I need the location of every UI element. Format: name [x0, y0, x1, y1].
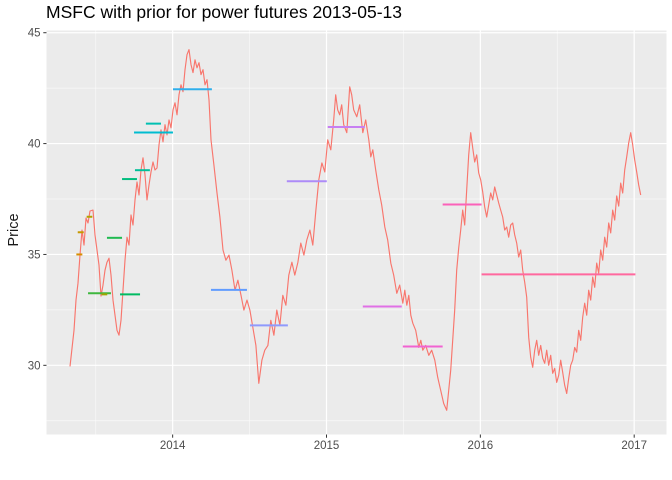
price-line	[69, 49, 642, 411]
x-tick-label: 2016	[468, 440, 494, 452]
y-tick-label: 45	[28, 28, 41, 40]
y-tick-label: 35	[28, 249, 41, 261]
y-tick-label: 40	[28, 139, 41, 151]
x-tick-label: 2017	[621, 440, 647, 452]
x-tick-label: 2014	[160, 440, 186, 452]
y-tick-label: 30	[28, 360, 41, 372]
y-axis-title: Price	[6, 213, 22, 247]
panel-background	[46, 30, 667, 435]
chart-title: MSFC with prior for power futures 2013-0…	[46, 2, 402, 22]
x-tick-label: 2015	[314, 440, 340, 452]
